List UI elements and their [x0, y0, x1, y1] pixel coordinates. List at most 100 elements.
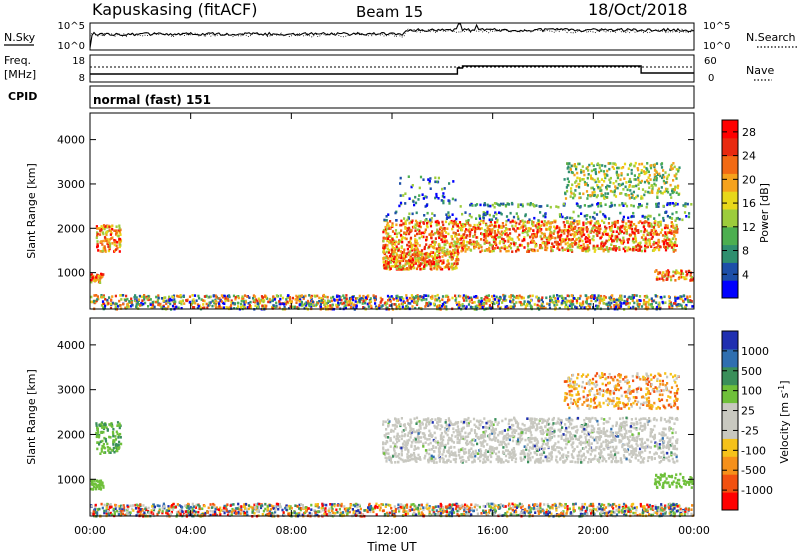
data-cell: [368, 503, 371, 507]
data-cell: [671, 244, 674, 247]
data-cell: [667, 273, 670, 277]
data-cell: [627, 194, 631, 197]
data-cell: [460, 236, 463, 239]
noise-sky-label: N.Sky: [4, 31, 36, 44]
data-cell: [103, 302, 106, 306]
data-cell: [667, 270, 671, 274]
data-cell: [554, 220, 557, 224]
data-cell: [601, 164, 604, 167]
data-cell: [502, 225, 505, 228]
data-cell: [125, 294, 128, 298]
data-cell: [326, 299, 330, 303]
data-cell: [616, 235, 619, 239]
data-cell: [669, 202, 672, 205]
data-cell: [467, 303, 471, 306]
data-cell: [463, 513, 466, 517]
data-cell: [510, 306, 513, 310]
data-cell: [508, 504, 511, 508]
data-cell: [611, 505, 614, 509]
data-cell: [421, 255, 424, 259]
data-cell: [457, 245, 460, 249]
data-cell: [674, 297, 677, 300]
data-cell: [674, 299, 677, 303]
data-cell: [553, 303, 556, 307]
data-cell: [391, 241, 394, 244]
data-cell: [500, 233, 503, 237]
data-cell: [386, 224, 389, 227]
data-cell: [440, 238, 443, 241]
data-cell: [262, 305, 265, 308]
data-cell: [141, 303, 144, 307]
data-cell: [577, 162, 580, 166]
data-cell: [662, 179, 665, 183]
data-cell: [97, 249, 100, 252]
data-cell: [156, 504, 159, 507]
data-cell: [104, 298, 107, 301]
data-cell: [529, 304, 532, 308]
data-cell: [592, 297, 596, 300]
data-cell: [624, 225, 627, 229]
data-cell: [106, 298, 109, 302]
data-cell: [136, 301, 139, 304]
data-cell: [636, 167, 639, 170]
data-cell: [391, 230, 395, 233]
data-cell: [664, 187, 668, 191]
data-cell: [380, 503, 383, 506]
data-cell: [601, 232, 604, 235]
program-label: normal (fast) 151: [93, 93, 211, 107]
data-cell: [630, 196, 633, 199]
data-cell: [448, 255, 451, 259]
data-cell: [241, 295, 244, 298]
data-cell: [501, 237, 504, 241]
data-cell: [604, 296, 607, 299]
data-cell: [436, 231, 439, 234]
data-cell: [444, 235, 447, 238]
data-cell: [358, 300, 362, 304]
data-cell: [137, 298, 141, 301]
data-cell: [625, 222, 628, 225]
data-cell: [445, 250, 449, 254]
data-cell: [666, 236, 669, 240]
data-cell: [648, 513, 651, 516]
data-cell: [401, 240, 404, 244]
data-cell: [126, 504, 129, 508]
data-cell: [637, 176, 640, 179]
data-cell: [260, 298, 263, 302]
data-cell: [245, 507, 248, 511]
data-cell: [437, 505, 440, 508]
data-cell: [92, 274, 95, 278]
data-cell: [632, 511, 635, 515]
data-cell: [607, 250, 610, 253]
data-cell: [624, 503, 627, 507]
data-cell: [478, 505, 481, 509]
data-cell: [95, 276, 98, 280]
data-cell: [555, 240, 558, 244]
data-cell: [414, 244, 417, 248]
data-cell: [275, 301, 278, 305]
data-cell: [264, 507, 267, 511]
data-cell: [511, 250, 514, 253]
data-cell: [219, 299, 222, 303]
data-cell: [409, 228, 412, 232]
data-cell: [580, 303, 583, 307]
data-cell: [180, 300, 183, 304]
data-cell: [621, 202, 624, 205]
data-cell: [273, 298, 276, 301]
data-cell: [465, 296, 468, 299]
data-cell: [675, 191, 678, 194]
data-cell: [666, 202, 669, 205]
data-cell: [464, 503, 467, 507]
data-cell: [188, 507, 191, 510]
data-cell: [486, 212, 489, 216]
data-cell: [385, 511, 389, 515]
data-cell: [395, 261, 398, 265]
data-cell: [189, 505, 192, 509]
data-cell: [649, 178, 652, 181]
data-cell: [209, 509, 212, 513]
data-cell: [450, 262, 453, 266]
data-cell: [507, 249, 510, 253]
data-cell: [493, 202, 497, 205]
data-cell: [490, 223, 493, 227]
data-cell: [442, 201, 445, 205]
data-cell: [663, 175, 666, 179]
